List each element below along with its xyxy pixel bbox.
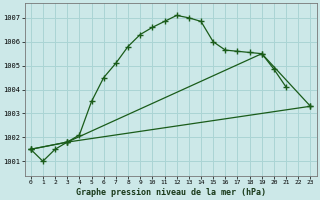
X-axis label: Graphe pression niveau de la mer (hPa): Graphe pression niveau de la mer (hPa): [76, 188, 266, 197]
